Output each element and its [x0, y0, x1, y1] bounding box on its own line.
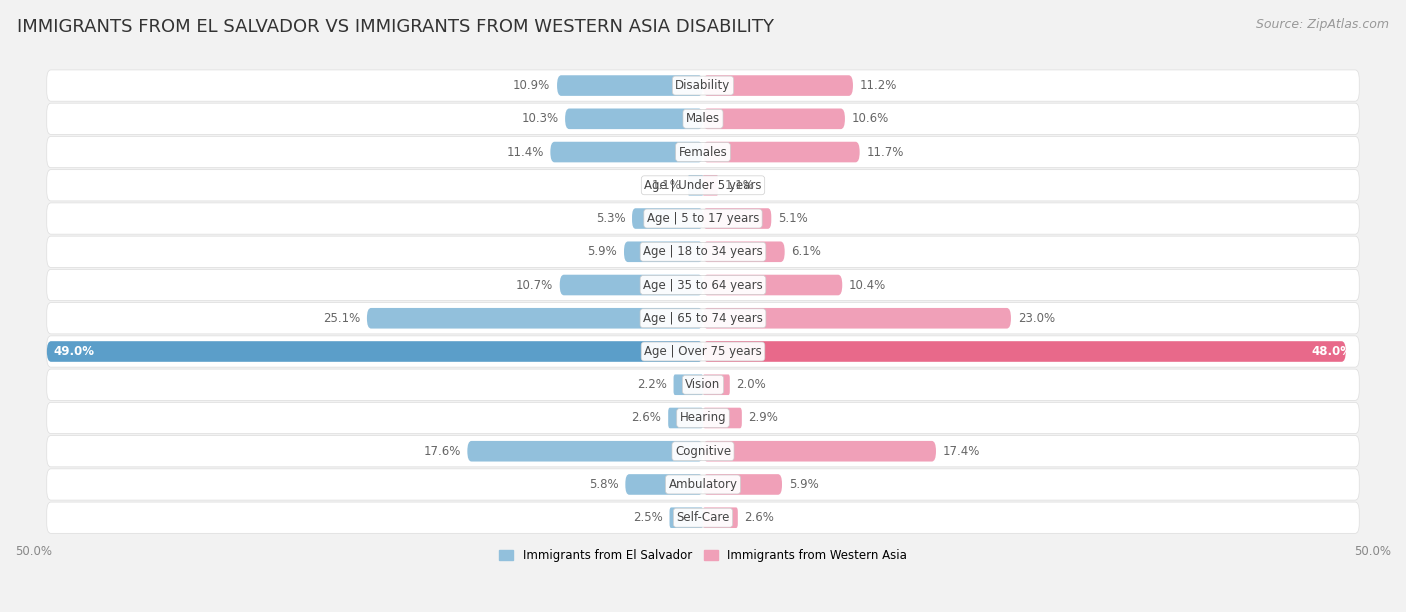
- Text: Age | 35 to 64 years: Age | 35 to 64 years: [643, 278, 763, 291]
- FancyBboxPatch shape: [633, 208, 703, 229]
- Text: 25.1%: 25.1%: [323, 312, 360, 325]
- Text: 1.1%: 1.1%: [724, 179, 754, 192]
- FancyBboxPatch shape: [703, 208, 772, 229]
- Text: 5.9%: 5.9%: [588, 245, 617, 258]
- FancyBboxPatch shape: [367, 308, 703, 329]
- FancyBboxPatch shape: [46, 136, 1360, 168]
- FancyBboxPatch shape: [46, 369, 1360, 400]
- Text: IMMIGRANTS FROM EL SALVADOR VS IMMIGRANTS FROM WESTERN ASIA DISABILITY: IMMIGRANTS FROM EL SALVADOR VS IMMIGRANT…: [17, 18, 773, 36]
- Text: Age | Under 5 years: Age | Under 5 years: [644, 179, 762, 192]
- Text: 10.4%: 10.4%: [849, 278, 886, 291]
- FancyBboxPatch shape: [557, 75, 703, 96]
- FancyBboxPatch shape: [46, 103, 1360, 135]
- FancyBboxPatch shape: [550, 142, 703, 162]
- FancyBboxPatch shape: [703, 75, 853, 96]
- FancyBboxPatch shape: [46, 502, 1360, 533]
- Text: 10.9%: 10.9%: [513, 79, 550, 92]
- Text: 10.3%: 10.3%: [522, 113, 558, 125]
- Text: Age | Over 75 years: Age | Over 75 years: [644, 345, 762, 358]
- Text: Age | 5 to 17 years: Age | 5 to 17 years: [647, 212, 759, 225]
- FancyBboxPatch shape: [668, 408, 703, 428]
- Text: 6.1%: 6.1%: [792, 245, 821, 258]
- Text: 10.6%: 10.6%: [852, 113, 889, 125]
- Text: 23.0%: 23.0%: [1018, 312, 1054, 325]
- Text: 11.4%: 11.4%: [506, 146, 544, 159]
- FancyBboxPatch shape: [46, 402, 1360, 434]
- Text: 2.9%: 2.9%: [748, 411, 779, 425]
- Text: 10.7%: 10.7%: [516, 278, 553, 291]
- Text: Disability: Disability: [675, 79, 731, 92]
- Text: Self-Care: Self-Care: [676, 511, 730, 524]
- FancyBboxPatch shape: [703, 242, 785, 262]
- Text: 1.1%: 1.1%: [652, 179, 682, 192]
- FancyBboxPatch shape: [669, 507, 703, 528]
- Text: Age | 65 to 74 years: Age | 65 to 74 years: [643, 312, 763, 325]
- FancyBboxPatch shape: [46, 303, 1360, 334]
- FancyBboxPatch shape: [565, 108, 703, 129]
- FancyBboxPatch shape: [703, 507, 738, 528]
- Text: 2.5%: 2.5%: [633, 511, 662, 524]
- FancyBboxPatch shape: [703, 408, 742, 428]
- Legend: Immigrants from El Salvador, Immigrants from Western Asia: Immigrants from El Salvador, Immigrants …: [494, 544, 912, 567]
- FancyBboxPatch shape: [703, 474, 782, 494]
- FancyBboxPatch shape: [703, 341, 1346, 362]
- FancyBboxPatch shape: [46, 436, 1360, 467]
- Text: 5.1%: 5.1%: [778, 212, 807, 225]
- Text: 5.3%: 5.3%: [596, 212, 626, 225]
- Text: Cognitive: Cognitive: [675, 445, 731, 458]
- FancyBboxPatch shape: [703, 375, 730, 395]
- FancyBboxPatch shape: [703, 275, 842, 296]
- Text: 49.0%: 49.0%: [53, 345, 94, 358]
- FancyBboxPatch shape: [689, 175, 703, 196]
- Text: 17.6%: 17.6%: [423, 445, 461, 458]
- Text: 48.0%: 48.0%: [1312, 345, 1353, 358]
- Text: 2.0%: 2.0%: [737, 378, 766, 391]
- FancyBboxPatch shape: [560, 275, 703, 296]
- Text: Ambulatory: Ambulatory: [668, 478, 738, 491]
- FancyBboxPatch shape: [626, 474, 703, 494]
- Text: 2.2%: 2.2%: [637, 378, 666, 391]
- Text: Source: ZipAtlas.com: Source: ZipAtlas.com: [1256, 18, 1389, 31]
- FancyBboxPatch shape: [46, 341, 703, 362]
- Text: Vision: Vision: [685, 378, 721, 391]
- FancyBboxPatch shape: [673, 375, 703, 395]
- FancyBboxPatch shape: [46, 336, 1360, 367]
- Text: 5.9%: 5.9%: [789, 478, 818, 491]
- Text: 5.8%: 5.8%: [589, 478, 619, 491]
- FancyBboxPatch shape: [703, 175, 717, 196]
- FancyBboxPatch shape: [46, 269, 1360, 300]
- FancyBboxPatch shape: [46, 70, 1360, 101]
- Text: 11.2%: 11.2%: [859, 79, 897, 92]
- Text: 2.6%: 2.6%: [631, 411, 661, 425]
- FancyBboxPatch shape: [703, 108, 845, 129]
- FancyBboxPatch shape: [624, 242, 703, 262]
- FancyBboxPatch shape: [703, 308, 1011, 329]
- FancyBboxPatch shape: [703, 142, 859, 162]
- Text: Males: Males: [686, 113, 720, 125]
- Text: 17.4%: 17.4%: [942, 445, 980, 458]
- FancyBboxPatch shape: [46, 170, 1360, 201]
- Text: 2.6%: 2.6%: [745, 511, 775, 524]
- FancyBboxPatch shape: [46, 469, 1360, 500]
- FancyBboxPatch shape: [46, 203, 1360, 234]
- Text: Females: Females: [679, 146, 727, 159]
- Text: 11.7%: 11.7%: [866, 146, 904, 159]
- FancyBboxPatch shape: [46, 236, 1360, 267]
- FancyBboxPatch shape: [467, 441, 703, 461]
- Text: Age | 18 to 34 years: Age | 18 to 34 years: [643, 245, 763, 258]
- Text: Hearing: Hearing: [679, 411, 727, 425]
- FancyBboxPatch shape: [703, 441, 936, 461]
